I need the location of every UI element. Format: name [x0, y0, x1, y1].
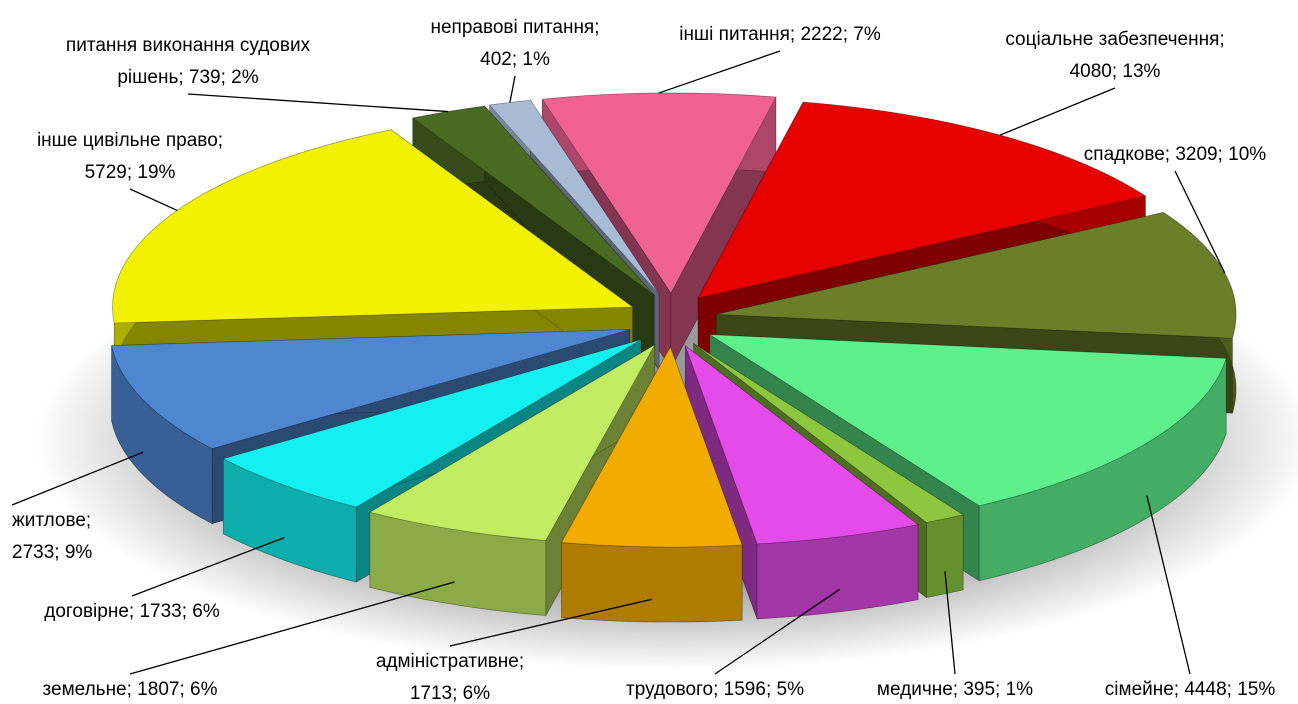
slice-top [693, 343, 965, 523]
data-label: договірне; 1733; 6% [44, 601, 220, 622]
data-label: інші питання; 2222; 7% [679, 24, 881, 45]
leader-line [131, 537, 285, 597]
data-label: соціальне забезпечення; [1005, 29, 1224, 50]
leader-line [11, 451, 144, 506]
slice-top [111, 329, 630, 450]
leader-line [129, 188, 178, 211]
slice-top [715, 211, 1237, 339]
data-label: 2733; 9% [12, 542, 92, 563]
slice-top [560, 346, 743, 548]
data-label: інше цивільне право; [37, 130, 223, 151]
data-label: рішень; 739; 2% [117, 67, 258, 88]
leader-line [944, 571, 956, 675]
data-label: адміністративне; [376, 651, 524, 672]
leader-line [1174, 170, 1226, 274]
data-label: 4080; 13% [1070, 61, 1161, 82]
leader-line [999, 87, 1116, 136]
slice-top [222, 339, 642, 508]
data-label: спадкове; 3209; 10% [1084, 144, 1266, 165]
data-label: земельне; 1807; 6% [43, 679, 218, 700]
data-label: 5729; 19% [85, 162, 176, 183]
slice-top [488, 99, 660, 295]
slice-top [411, 105, 655, 296]
slice-wall [561, 542, 743, 623]
slice-top [697, 101, 1147, 299]
slice-top [684, 344, 919, 545]
slice-top [368, 343, 656, 541]
leader-line [129, 581, 455, 675]
leader-line [1146, 495, 1191, 675]
data-label: житлове; [12, 510, 91, 531]
data-label: 1713; 6% [410, 683, 490, 704]
leader-line [509, 75, 516, 103]
leader-line [449, 598, 652, 647]
slice-top [708, 334, 1227, 507]
slice-top [541, 92, 777, 294]
data-label: питання виконання судових [66, 35, 311, 56]
data-label: трудового; 1596; 5% [626, 679, 804, 700]
slice-wall [926, 514, 964, 598]
leader-line [714, 588, 840, 675]
data-label: 402; 1% [480, 49, 550, 70]
leader-line [187, 93, 449, 113]
leader-line [658, 50, 781, 94]
slice [560, 345, 743, 623]
data-label: медичне; 395; 1% [877, 679, 1033, 700]
data-label: неправові питання; [430, 17, 599, 38]
slice [684, 344, 919, 620]
data-label: сімейне; 4448; 15% [1105, 679, 1276, 700]
